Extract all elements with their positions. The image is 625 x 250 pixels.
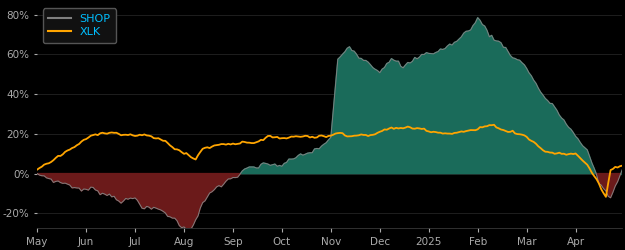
Legend: SHOP, XLK: SHOP, XLK — [42, 8, 116, 43]
